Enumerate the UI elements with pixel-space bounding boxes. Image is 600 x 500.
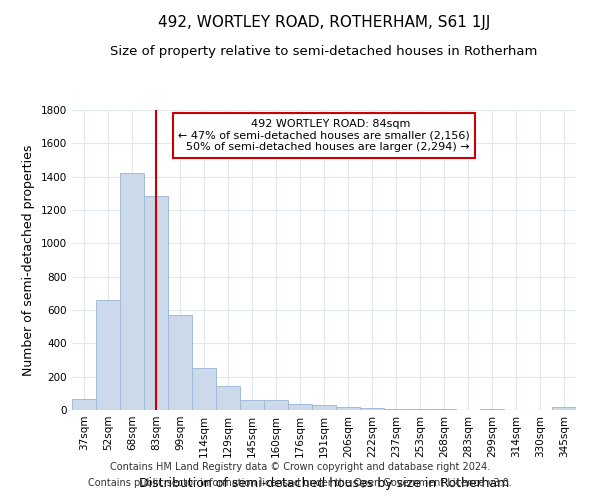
Bar (480, 409, 504, 410)
Text: 492 WORTLEY ROAD: 84sqm
← 47% of semi-detached houses are smaller (2,156)
  50% : 492 WORTLEY ROAD: 84sqm ← 47% of semi-de… (178, 119, 470, 152)
Bar (168, 315, 192, 410)
Text: Contains public sector information licensed under the Open Government Licence v3: Contains public sector information licen… (88, 478, 512, 488)
Bar (432, 409, 456, 410)
Text: Size of property relative to semi-detached houses in Rotherham: Size of property relative to semi-detach… (110, 45, 538, 58)
Bar (384, 409, 408, 410)
Text: 492, WORTLEY ROAD, ROTHERHAM, S61 1JJ: 492, WORTLEY ROAD, ROTHERHAM, S61 1JJ (158, 15, 490, 30)
Bar (192, 368, 216, 410)
Bar (120, 174, 144, 410)
Bar (144, 196, 168, 410)
Y-axis label: Number of semi-detached properties: Number of semi-detached properties (22, 144, 35, 376)
Bar (552, 407, 576, 410)
Bar (288, 404, 312, 410)
Bar (216, 386, 240, 410)
Bar (96, 300, 120, 410)
Bar (240, 400, 264, 410)
Bar (336, 406, 360, 410)
Bar (408, 409, 432, 410)
Bar (72, 399, 96, 410)
Text: Contains HM Land Registry data © Crown copyright and database right 2024.: Contains HM Land Registry data © Crown c… (110, 462, 490, 472)
Bar (360, 408, 384, 410)
Bar (264, 400, 288, 410)
Text: Distribution of semi-detached houses by size in Rotherham: Distribution of semi-detached houses by … (139, 477, 509, 490)
Bar (312, 406, 336, 410)
